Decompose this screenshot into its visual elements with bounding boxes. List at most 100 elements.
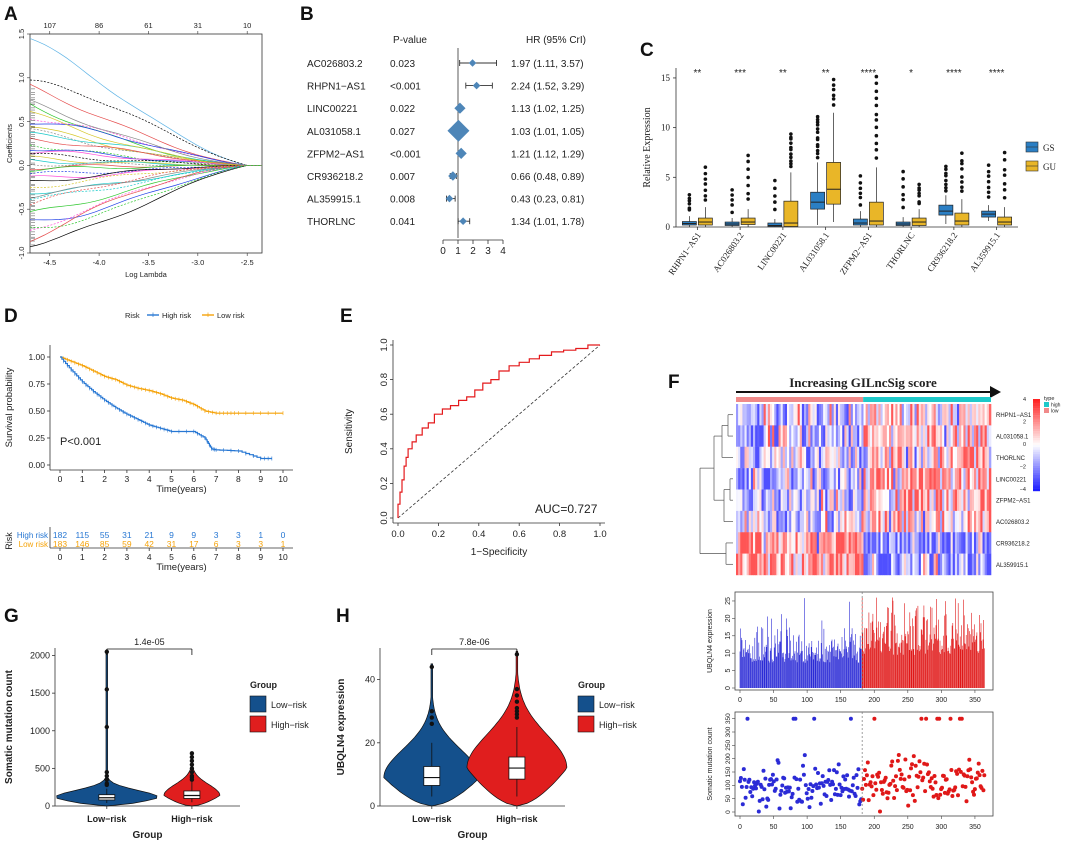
f-heatmap-cell (929, 510, 932, 533)
f-heatmap-cell (835, 553, 839, 576)
f-scatter-point (756, 809, 761, 814)
f-heatmap-cell (744, 553, 747, 576)
d-risk-row-label: Low risk (19, 540, 49, 549)
f-scatter-point (793, 716, 798, 721)
f-heatmap-cell (755, 510, 758, 533)
h-outlier (429, 709, 434, 714)
b-gene-label: CR936218.2 (307, 172, 364, 183)
f-heatmap-cell (884, 468, 888, 490)
f-heatmap-cell (891, 553, 894, 576)
f-bar-ytick-label: 10 (725, 649, 732, 657)
f-heatmap-cell (986, 468, 990, 490)
b-hr-marker (459, 217, 467, 225)
f-scatter-ytick-label: 200 (725, 753, 732, 764)
h-ylabel: UBQLN4 expression (336, 679, 347, 776)
f-heatmap-cell (908, 489, 911, 512)
f-heatmap-cell (867, 468, 871, 490)
f-heatmap-cell (927, 404, 930, 426)
h-xtick-label: High−risk (496, 814, 538, 824)
f-heatmap-cell (950, 553, 954, 576)
a-toptick-label: 10 (243, 21, 251, 30)
f-heatmap-cell (946, 510, 949, 533)
f-heatmap-cell (954, 553, 958, 576)
g-legend-label: Low−risk (271, 700, 307, 710)
f-scatter-point (810, 789, 815, 793)
f-scatter-point (745, 716, 750, 721)
f-heatmap-cell (812, 425, 815, 447)
f-heatmap-cell (831, 404, 835, 426)
f-heatmap-cell (816, 510, 820, 533)
c-outlier (789, 155, 793, 160)
f-heatmap-cell (861, 425, 864, 447)
c-outlier (773, 194, 777, 198)
f-heatmap-cell (795, 446, 798, 469)
f-heatmap-cell (840, 446, 843, 469)
f-heatmap-cell (767, 446, 771, 469)
b-hr-text: 0.43 (0.23, 0.81) (511, 195, 584, 206)
f-heatmap-cell (772, 404, 775, 426)
f-heatmap-cell (929, 404, 932, 426)
e-ytick-label: 0.6 (379, 408, 390, 421)
f-heatmap-cell (906, 489, 909, 512)
f-heatmap-cell (876, 468, 879, 490)
f-heatmap-cell (925, 425, 928, 447)
f-heatmap-cell (761, 510, 764, 533)
f-heatmap-cell (889, 468, 892, 490)
b-pvalue: 0.023 (390, 59, 415, 70)
f-heatmap-cell (846, 489, 849, 512)
f-heatmap-cell (738, 468, 741, 490)
f-scatter-point (916, 774, 921, 779)
d-legend-cross: + (150, 310, 155, 320)
f-heatmap-cell (925, 553, 928, 576)
f-heatmap-cell (838, 446, 841, 469)
f-heatmap-cell (984, 446, 988, 469)
f-scale-step (1033, 449, 1040, 453)
c-outlier (687, 206, 692, 210)
f-bar-ytick-label: 5 (725, 669, 732, 673)
f-heatmap-cell (946, 489, 949, 512)
f-heatmap-cell (959, 489, 962, 512)
f-scatter-point (803, 783, 808, 788)
f-heatmap-cell (872, 425, 875, 447)
d-risk-count: 1 (281, 539, 286, 549)
f-heatmap-cell (863, 553, 866, 576)
f-heatmap-cell (776, 510, 779, 533)
f-heatmap-cell (859, 468, 862, 490)
f-heatmap-cell (940, 425, 943, 447)
f-heatmap-cell (793, 446, 796, 469)
f-heatmap-cell (818, 510, 822, 533)
a-coef-path (30, 165, 262, 195)
f-heatmap-cell (763, 468, 767, 490)
f-heatmap-cell (940, 468, 943, 490)
f-heatmap-cell (948, 404, 951, 426)
g-legend-label: High−risk (271, 720, 309, 730)
f-scatter-point (912, 798, 917, 803)
b-xtick-label: 1 (455, 246, 461, 257)
f-heatmap-cell (763, 532, 767, 554)
f-scatter-point (762, 787, 767, 792)
f-heatmap-cell (965, 510, 968, 533)
f-heatmap-cell (797, 425, 801, 447)
f-scatter-point (777, 806, 782, 811)
d-risk-count: 9 (191, 530, 196, 540)
f-heatmap-cell (865, 489, 869, 512)
f-scatter-point (901, 785, 906, 790)
f-heatmap-cell (812, 468, 815, 490)
f-heatmap-cell (740, 553, 743, 576)
c-outlier (815, 136, 820, 140)
f-heatmap-cell (789, 404, 792, 426)
f-bar-ytick-label: 25 (725, 597, 732, 605)
f-heatmap-cell (880, 489, 883, 512)
f-heatmap-cell (748, 468, 752, 490)
a-coef-path (29, 165, 262, 182)
f-heatmap-cell (793, 510, 796, 533)
f-heatmap-cell (933, 553, 937, 576)
f-scatter-point (855, 785, 860, 790)
f-scale-step (1033, 463, 1040, 466)
f-heatmap-cell (810, 553, 813, 576)
c-outlier (874, 148, 879, 152)
f-heatmap-cell (740, 489, 743, 512)
h-outlier (514, 686, 520, 692)
f-heatmap-cell (789, 446, 792, 469)
f-heatmap-cell (895, 425, 898, 447)
